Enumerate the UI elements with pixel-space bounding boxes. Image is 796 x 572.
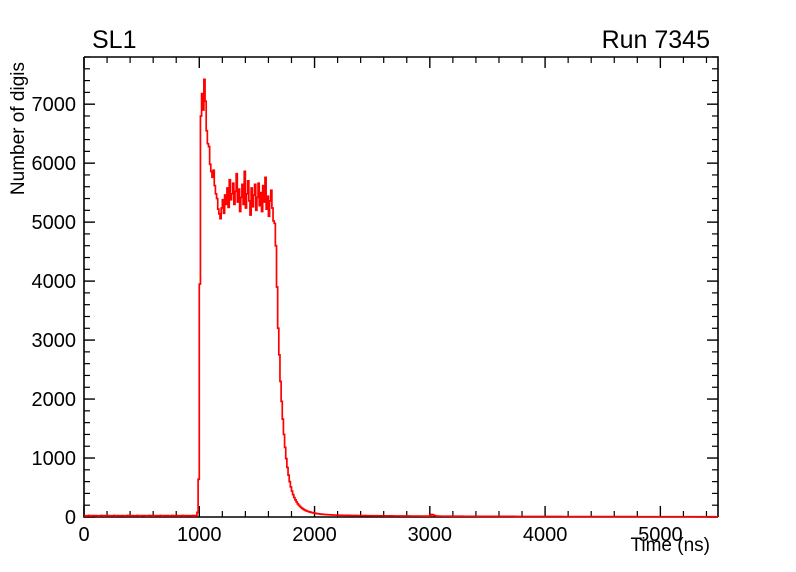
y-axis-tick-labels: 0 1000 2000 3000 4000 5000 6000 7000 (32, 94, 77, 529)
x-tick-label: 0 (78, 524, 89, 546)
y-axis-title: Number of digis (8, 62, 29, 195)
y-tick-label: 4000 (32, 271, 77, 293)
x-tick-label: 5000 (638, 524, 683, 546)
y-tick-label: 6000 (32, 153, 77, 175)
x-tick-label: 4000 (523, 524, 568, 546)
y-tick-label: 3000 (32, 330, 77, 352)
y-tick-label: 5000 (32, 212, 77, 234)
y-tick-label: 0 (65, 507, 76, 529)
histogram-series-digi-time-distribution (84, 78, 718, 518)
x-tick-label: 3000 (408, 524, 453, 546)
y-tick-label: 1000 (32, 448, 77, 470)
x-axis-title: Time (ns) (630, 535, 710, 556)
page-title: SL1 (92, 26, 136, 54)
y-tick-label: 2000 (32, 389, 77, 411)
x-tick-label: 2000 (292, 524, 337, 546)
axis-ticks (83, 56, 718, 518)
run-label: Run 7345 (602, 26, 710, 54)
x-tick-label: 1000 (177, 524, 222, 546)
y-tick-label: 7000 (32, 94, 77, 116)
x-axis-tick-labels: 0 1000 2000 3000 4000 5000 (78, 524, 682, 546)
